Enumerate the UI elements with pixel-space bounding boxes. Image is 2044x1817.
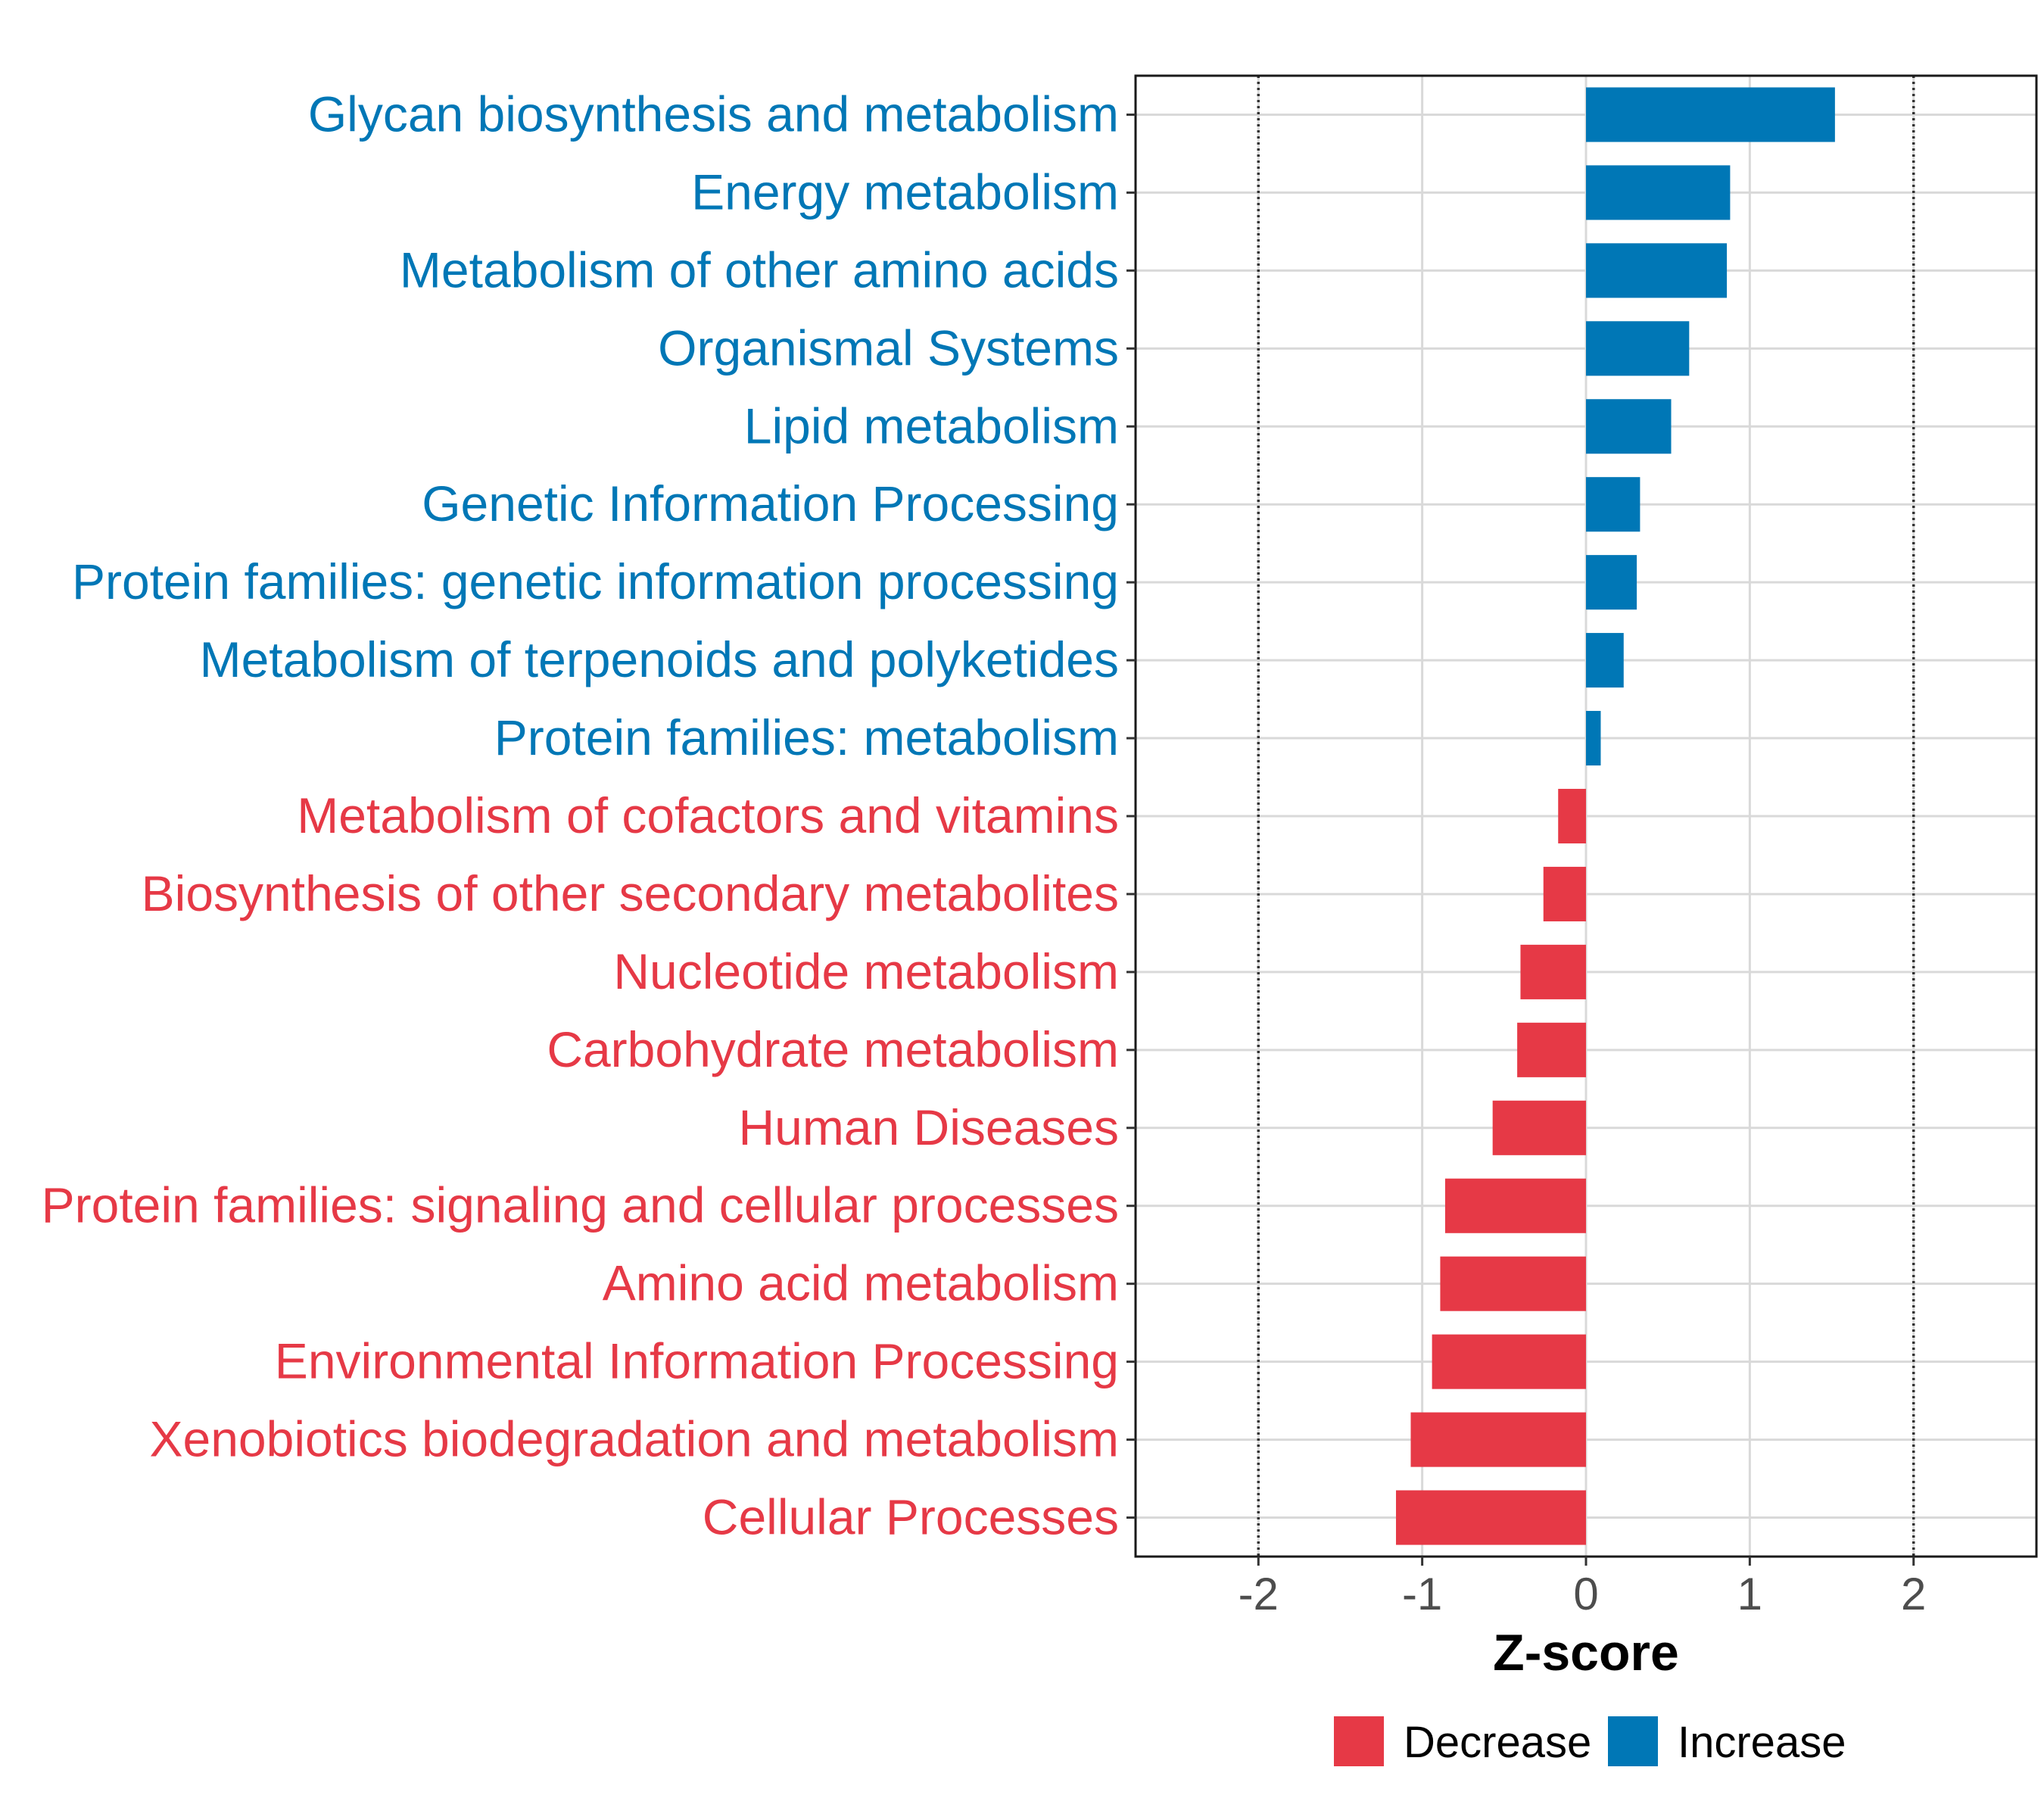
category-label: Lipid metabolism: [744, 397, 1119, 453]
category-label: Genetic Information Processing: [422, 475, 1119, 531]
category-label: Nucleotide metabolism: [613, 943, 1119, 999]
category-label: Energy metabolism: [691, 164, 1119, 220]
bar: [1520, 944, 1586, 999]
bar: [1586, 555, 1637, 610]
category-label: Protein families: metabolism: [494, 709, 1119, 765]
category-label: Cellular Processes: [703, 1489, 1119, 1545]
x-axis-title: Z-score: [1493, 1624, 1679, 1681]
category-label: Metabolism of terpenoids and polyketides: [200, 631, 1119, 687]
category-label: Glycan biosynthesis and metabolism: [308, 86, 1119, 142]
x-axis-ticks: -2 -1 0 1 2: [1239, 1557, 1926, 1619]
x-tick-label: 1: [1737, 1569, 1762, 1619]
bar: [1440, 1256, 1586, 1311]
bar: [1492, 1100, 1586, 1155]
bar: [1558, 788, 1586, 844]
bar: [1586, 87, 1835, 142]
category-label: Metabolism of other amino acids: [400, 242, 1119, 298]
category-label: Organismal Systems: [658, 319, 1119, 376]
reference-lines: [1257, 76, 1915, 1557]
bar: [1432, 1334, 1586, 1389]
category-label: Human Diseases: [738, 1099, 1119, 1155]
bar: [1543, 866, 1586, 921]
x-tick-label: 2: [1901, 1569, 1926, 1619]
category-label: Xenobiotics biodegradation and metabolis…: [150, 1411, 1120, 1467]
bar: [1586, 477, 1640, 532]
legend: Decrease Increase: [1334, 1716, 1846, 1767]
bar: [1517, 1022, 1586, 1077]
bar: [1444, 1178, 1586, 1233]
x-tick-label: -1: [1402, 1569, 1442, 1619]
category-label: Protein families: signaling and cellular…: [42, 1177, 1119, 1233]
bar: [1396, 1490, 1586, 1545]
category-label: Biosynthesis of other secondary metaboli…: [142, 865, 1119, 921]
bar: [1586, 633, 1624, 688]
category-label: Amino acid metabolism: [603, 1255, 1119, 1311]
category-label: Environmental Information Processing: [275, 1333, 1119, 1389]
bar: [1586, 243, 1728, 298]
y-axis-ticks: [1126, 113, 1136, 1519]
category-label: Metabolism of cofactors and vitamins: [297, 787, 1119, 843]
bar: [1586, 165, 1731, 220]
category-labels: Glycan biosynthesis and metabolism Energy…: [42, 86, 1119, 1544]
category-label: Protein families: genetic information pr…: [72, 553, 1119, 609]
legend-key: [1608, 1716, 1658, 1766]
legend-label: Increase: [1678, 1718, 1846, 1767]
x-tick-label: -2: [1239, 1569, 1279, 1619]
bar: [1410, 1412, 1586, 1467]
category-label: Carbohydrate metabolism: [547, 1021, 1119, 1077]
x-tick-label: 0: [1573, 1569, 1598, 1619]
bars: [1396, 87, 1835, 1545]
bar: [1586, 711, 1601, 766]
bar: [1586, 321, 1690, 376]
legend-key: [1334, 1716, 1384, 1766]
legend-label: Decrease: [1404, 1718, 1591, 1767]
bar: [1586, 399, 1672, 454]
